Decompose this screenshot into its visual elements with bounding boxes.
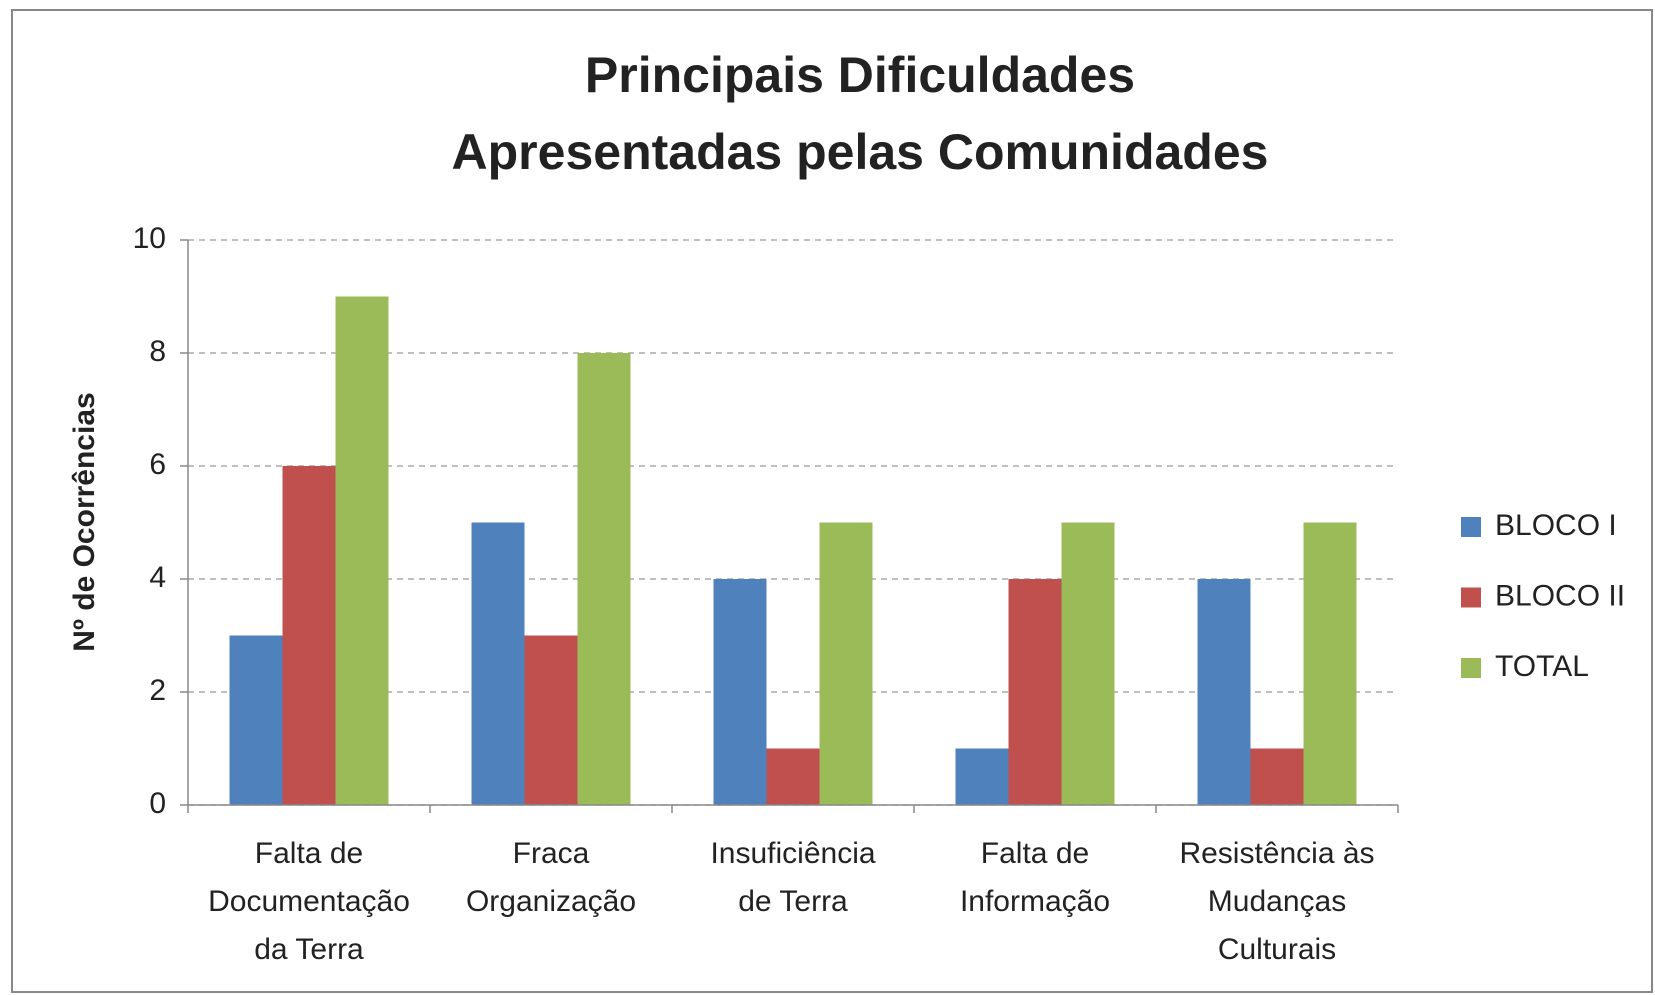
bar <box>282 466 336 805</box>
bar <box>713 579 767 805</box>
bar <box>955 748 1009 805</box>
x-tick-label: Resistência às Mudanças Culturais <box>1179 837 1374 966</box>
x-tick-label-line: Insuficiência <box>710 837 875 870</box>
y-tick-label: 8 <box>149 335 166 368</box>
x-tick-label-line: da Terra <box>254 933 364 966</box>
y-tick-label: 6 <box>149 448 166 481</box>
legend-label: BLOCO I <box>1495 509 1617 542</box>
chart-title: Principais Dificuldades <box>585 47 1135 103</box>
bar <box>577 353 631 805</box>
x-tick-label-line: Falta de <box>255 837 363 870</box>
y-tick-label: 4 <box>149 561 166 594</box>
y-tick-label: 2 <box>149 674 166 707</box>
bar <box>819 522 873 805</box>
bar <box>1250 748 1304 805</box>
bar <box>524 635 578 805</box>
legend-swatch <box>1461 517 1481 537</box>
bar <box>1197 579 1251 805</box>
x-tick-label: Insuficiência de Terra <box>710 837 875 918</box>
y-axis-label: Nº de Ocorrências <box>68 392 101 651</box>
x-tick-label: Falta de Informação <box>960 837 1110 918</box>
x-tick-label-line: Fraca <box>513 837 590 870</box>
x-tick-label-line: Mudanças <box>1208 885 1346 918</box>
bar <box>471 522 525 805</box>
y-tick-label: 10 <box>133 222 166 255</box>
x-tick-label-line: Culturais <box>1218 933 1336 966</box>
x-tick-label-line: Falta de <box>981 837 1089 870</box>
x-tick-label-line: de Terra <box>738 885 848 918</box>
legend-swatch <box>1461 587 1481 608</box>
x-tick-label-line: Documentação <box>208 885 410 918</box>
x-tick-label: Fraca Organização <box>466 837 636 918</box>
bar <box>766 748 820 805</box>
bar <box>335 296 389 805</box>
legend-swatch <box>1461 658 1481 678</box>
x-tick-label: Falta de Documentação da Terra <box>208 837 410 966</box>
chart-title: Apresentadas pelas Comunidades <box>452 124 1269 180</box>
legend-label: BLOCO II <box>1495 579 1625 612</box>
x-tick-label-line: Organização <box>466 885 636 918</box>
bar <box>1061 522 1115 805</box>
bar <box>1008 579 1062 805</box>
x-tick-label-line: Informação <box>960 885 1110 918</box>
legend-label: TOTAL <box>1495 650 1589 683</box>
bar <box>1303 522 1357 805</box>
y-tick-label: 0 <box>149 787 166 820</box>
bar <box>229 635 283 805</box>
x-tick-label-line: Resistência às <box>1179 837 1374 870</box>
